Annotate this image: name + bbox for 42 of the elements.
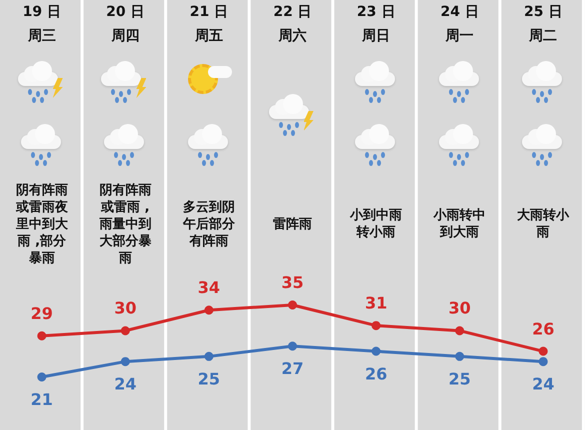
point [120,326,130,336]
x-tick-label: 19 日周三 [22,4,61,44]
point [204,352,214,361]
text: 小雨转中到大雨 [432,207,487,241]
point [538,357,548,366]
point [538,346,548,356]
data-label: 31 [364,294,388,313]
x-tick-label: 22 日周六 [273,4,312,44]
x-tick-label: 21 日周五 [190,4,228,44]
point [288,342,297,351]
text: 大雨转小雨 [516,207,570,241]
data-label: 30 [448,298,471,318]
data-label: 26 [364,364,388,384]
text: 雷阵雨 [272,216,313,232]
data-label: 25 [198,369,220,388]
point [37,331,46,340]
point [372,321,381,330]
text: 小到中雨转小雨 [348,207,404,241]
point [455,352,464,361]
data-label: 21 [30,390,53,409]
point [37,372,46,382]
data-label: 29 [30,304,53,323]
data-label: 34 [198,278,220,298]
point [288,300,297,310]
text: 阴有阵雨或雷雨 ,雨量中到大部分暴雨 [98,182,152,266]
data-label: 24 [114,374,136,394]
x-tick-label: 24 日周一 [440,4,479,44]
x-tick-label: 20 日周四 [106,4,145,44]
data-label: 35 [281,273,304,292]
data-label: 27 [281,359,304,378]
point [120,357,130,366]
text: 多云到阴午后部分有阵雨 [182,198,236,250]
x-tick-label: 25 日周二 [524,4,562,44]
x-tick-label: 23 日周日 [356,4,396,44]
data-label: 24 [532,374,554,394]
point [455,326,464,336]
point [372,346,381,356]
data-label: 26 [532,319,554,338]
point [204,306,214,315]
data-label: 25 [448,369,471,388]
text: 阴有阵雨或雷雨夜里中到大雨 ,部分暴雨 [14,182,69,266]
data-label: 30 [114,298,136,318]
